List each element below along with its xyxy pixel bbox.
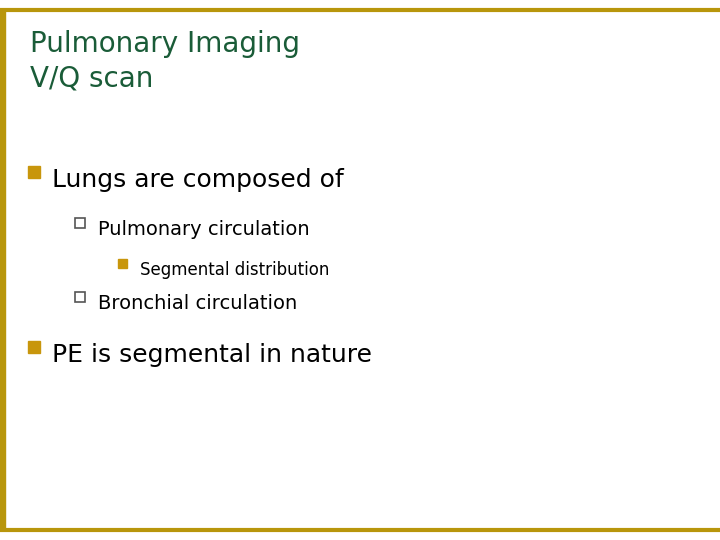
Text: Bronchial circulation: Bronchial circulation	[98, 294, 297, 313]
Bar	[75, 218, 85, 228]
Text: Pulmonary circulation: Pulmonary circulation	[98, 220, 310, 239]
Bar	[118, 259, 127, 268]
Text: PE is segmental in nature: PE is segmental in nature	[52, 343, 372, 367]
Bar	[75, 292, 85, 302]
Bar	[0, 10, 5, 530]
Text: Segmental distribution: Segmental distribution	[140, 261, 329, 279]
Bar	[28, 166, 40, 178]
Text: Pulmonary Imaging
V/Q scan: Pulmonary Imaging V/Q scan	[30, 30, 300, 92]
Text: Lungs are composed of: Lungs are composed of	[52, 168, 343, 192]
Bar	[28, 341, 40, 353]
